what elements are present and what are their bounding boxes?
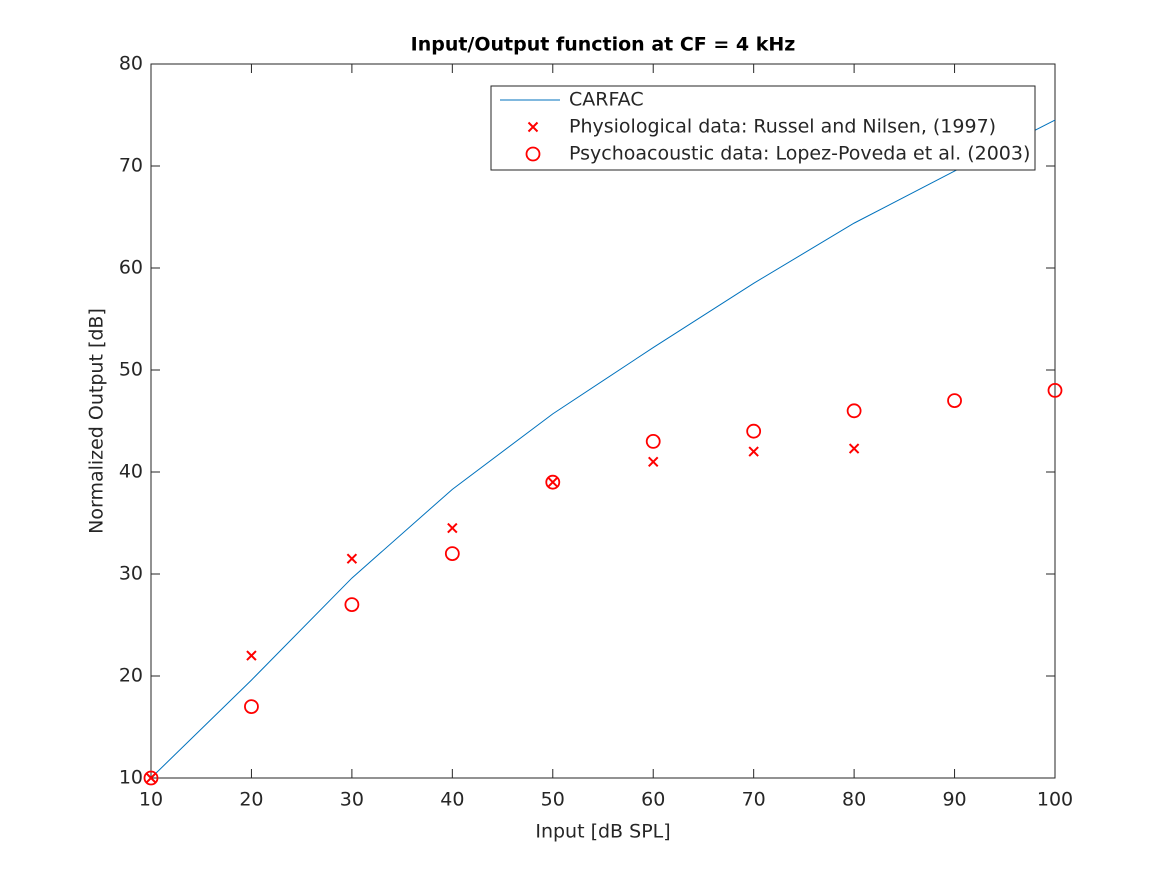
x-tick-label: 80 — [842, 789, 866, 811]
x-tick-label: 40 — [440, 789, 464, 811]
data-point — [547, 476, 558, 488]
x-tick-label: 60 — [641, 789, 665, 811]
data-line — [150, 119, 1056, 779]
y-tick-label: 60 — [119, 257, 143, 279]
y-tick-label: 10 — [119, 767, 143, 789]
chart-title: Input/Output function at CF = 4 kHz — [411, 34, 796, 56]
data-point — [648, 456, 659, 468]
legend-swatch — [525, 146, 541, 162]
legend-swatch — [527, 121, 539, 133]
legend-label: CARFAC — [569, 89, 644, 111]
x-tick-label: 70 — [742, 789, 766, 811]
data-point — [344, 597, 360, 612]
data-point — [848, 443, 860, 454]
data-point — [346, 553, 358, 564]
data-point — [645, 433, 661, 449]
data-point — [447, 522, 458, 534]
data-point — [246, 650, 257, 661]
x-tick-label: 30 — [340, 789, 364, 811]
data-point — [846, 403, 862, 419]
y-tick-label: 30 — [119, 563, 143, 585]
data-point — [947, 393, 962, 409]
x-tick-label: 50 — [541, 789, 565, 811]
data-point — [145, 772, 157, 784]
y-axis-label: Normalized Output [dB] — [86, 308, 108, 534]
y-tick-label: 70 — [119, 155, 143, 177]
legend-box — [490, 85, 1036, 171]
data-point — [143, 770, 159, 786]
x-tick-label: 100 — [1037, 789, 1073, 811]
data-point — [1047, 382, 1063, 398]
y-tick-label: 40 — [119, 461, 143, 483]
y-tick-label: 50 — [119, 359, 143, 381]
x-axis-label: Input [dB SPL] — [535, 821, 670, 843]
legend-label: Psychoacoustic data: Lopez-Poveda et al.… — [569, 143, 1030, 165]
data-point — [748, 446, 759, 457]
x-tick-label: 10 — [139, 789, 163, 811]
plot-area — [150, 63, 1056, 779]
data-point — [545, 474, 561, 490]
data-point — [746, 423, 762, 439]
y-tick-label: 20 — [119, 665, 143, 687]
x-tick-label: 90 — [942, 789, 966, 811]
data-point — [444, 546, 460, 561]
y-tick-label: 80 — [119, 53, 143, 75]
x-tick-label: 20 — [239, 789, 263, 811]
legend-label: Physiological data: Russel and Nilsen, (… — [569, 116, 996, 138]
data-point — [244, 699, 259, 714]
